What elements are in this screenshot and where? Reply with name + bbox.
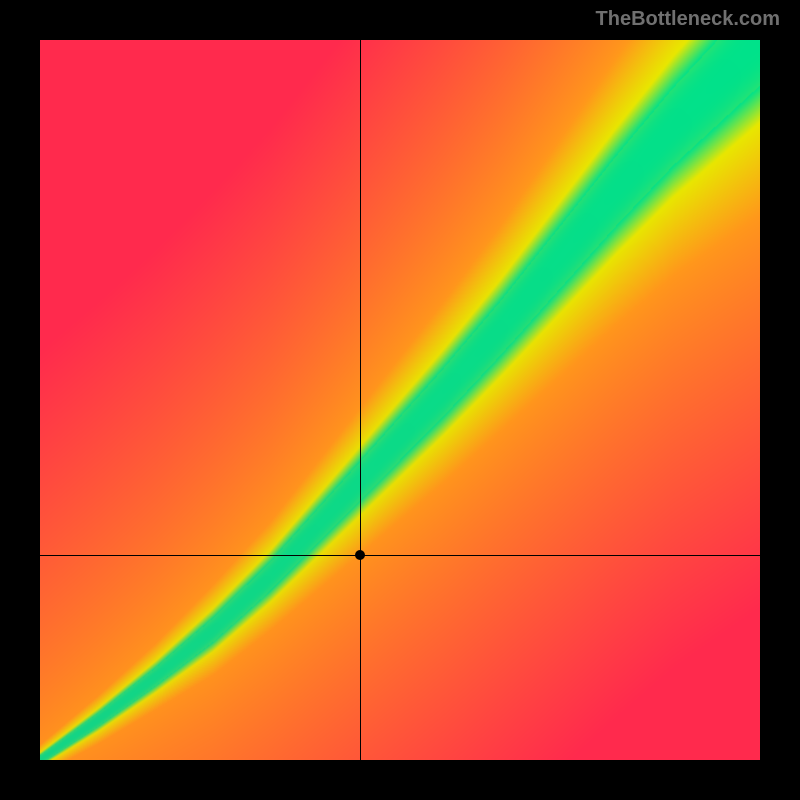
crosshair-marker [355, 550, 365, 560]
heatmap-canvas [40, 40, 760, 760]
crosshair-horizontal [40, 555, 760, 556]
bottleneck-heatmap [40, 40, 760, 760]
crosshair-vertical [360, 40, 361, 760]
watermark-label: TheBottleneck.com [596, 8, 780, 31]
